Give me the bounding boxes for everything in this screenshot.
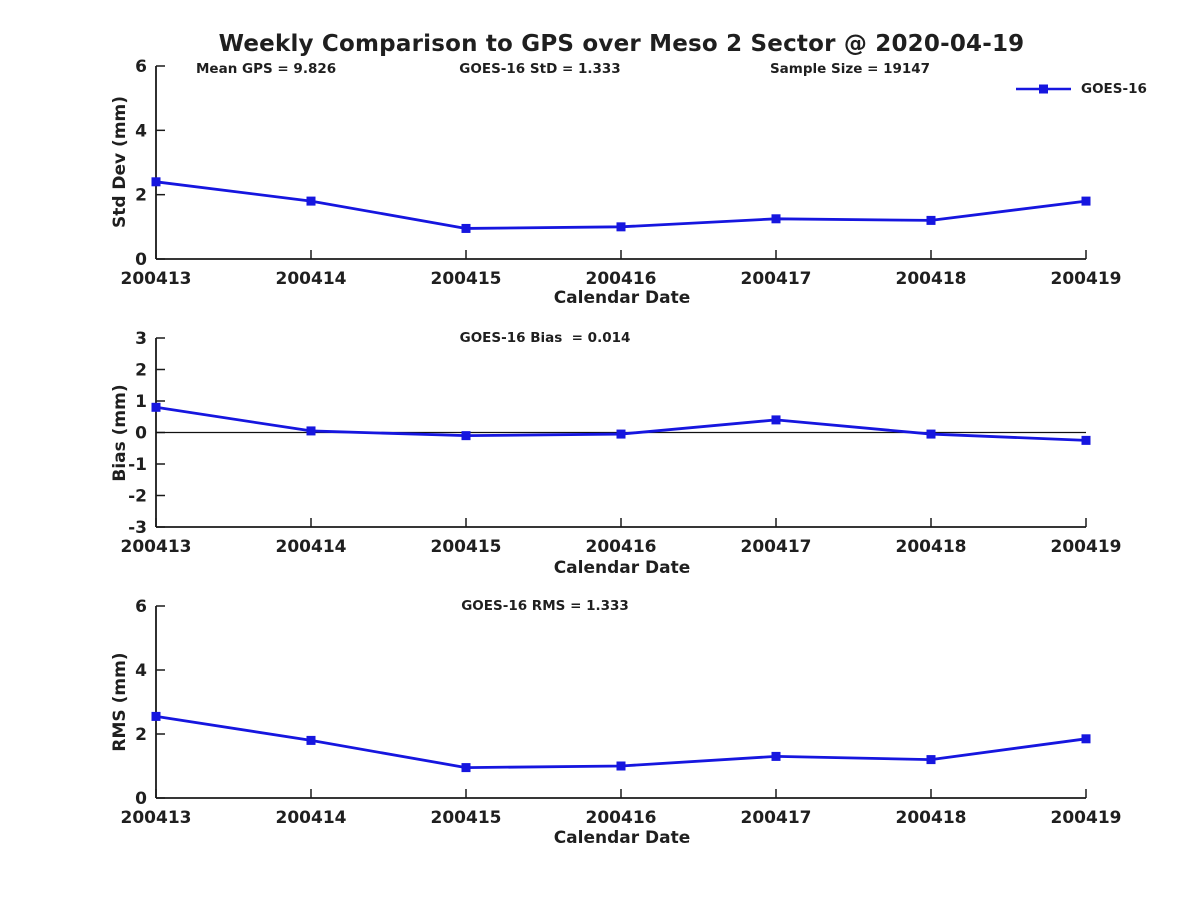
y-tick-label: 6: [135, 57, 147, 77]
y-tick-label: 2: [135, 186, 147, 206]
x-tick-label: 200413: [121, 537, 192, 557]
x-tick-label: 200419: [1051, 269, 1122, 289]
data-point-marker: [926, 429, 936, 439]
annotation-goes16-bias: GOES-16 Bias = 0.014: [459, 330, 631, 346]
y-tick-label: 3: [135, 329, 147, 349]
series-line-goes16: [155, 180, 1087, 230]
annotation-goes16-std: GOES-16 StD = 1.333: [459, 61, 621, 77]
y-tick-label: 0: [135, 250, 147, 270]
x-tick-label: 200416: [586, 808, 657, 828]
x-tick-label: 200414: [276, 808, 347, 828]
y-tick-label: 2: [135, 361, 147, 381]
x-tick-label: 200418: [896, 808, 967, 828]
x-tick-label: 200414: [276, 269, 347, 289]
data-point-marker: [616, 222, 626, 232]
annotation-sample-size: Sample Size = 19147: [769, 61, 931, 77]
data-point-marker: [306, 196, 316, 206]
x-tick-label: 200418: [896, 269, 967, 289]
data-point-marker: [926, 755, 936, 765]
data-point-marker: [616, 429, 626, 439]
subplot-std-dev: 0 2 4 6 200413 200414 200415 200416 200417 200418…: [121, 57, 1122, 289]
data-point-marker: [461, 763, 471, 773]
data-point-marker: [306, 735, 316, 745]
data-point-marker: [151, 177, 161, 187]
data-point-marker: [306, 426, 316, 436]
data-point-marker: [771, 214, 781, 224]
data-point-marker: [461, 431, 471, 441]
data-point-marker: [1081, 734, 1091, 744]
x-tick-label: 200416: [586, 269, 657, 289]
y-tick-label: 4: [135, 661, 147, 681]
series-line-goes16: [155, 715, 1087, 769]
xlabel-calendar-date-3: Calendar Date: [553, 828, 691, 848]
x-tick-label: 200419: [1051, 537, 1122, 557]
x-tick-label: 200416: [586, 537, 657, 557]
subplot-rms: 0 2 4 6 200413 200414 200415 200416 200417 200418…: [121, 597, 1122, 828]
x-tick-label: 200419: [1051, 808, 1122, 828]
y-tick-label: -1: [128, 455, 147, 475]
data-point-marker: [926, 215, 936, 225]
data-point-marker: [461, 223, 471, 233]
legend-marker-swatch: [1039, 84, 1048, 94]
data-point-marker: [771, 415, 781, 425]
figure-title: Weekly Comparison to GPS over Meso 2 Sec…: [218, 31, 1025, 57]
data-point-marker: [771, 751, 781, 761]
data-point-marker: [1081, 435, 1091, 445]
subplot-bias: -3 -2 -1 0 1 2 3 200413 200414 200415 200416 200417…: [121, 329, 1122, 557]
x-tick-label: 200414: [276, 537, 347, 557]
x-tick-label: 200418: [896, 537, 967, 557]
x-tick-label: 200413: [121, 808, 192, 828]
y-tick-label: 6: [135, 597, 147, 617]
x-tick-label: 200417: [741, 269, 812, 289]
x-tick-label: 200417: [741, 808, 812, 828]
xlabel-calendar-date-2: Calendar Date: [553, 558, 691, 578]
y-tick-label: -3: [128, 518, 147, 538]
y-tick-label: 0: [135, 789, 147, 809]
annotation-goes16-rms: GOES-16 RMS = 1.333: [461, 598, 629, 614]
x-tick-label: 200415: [431, 537, 502, 557]
y-tick-label: 0: [135, 424, 147, 444]
xlabel-calendar-date-1: Calendar Date: [553, 288, 691, 308]
data-point-marker: [151, 402, 161, 412]
legend-label-goes16: GOES-16: [1081, 81, 1147, 97]
x-tick-label: 200415: [431, 808, 502, 828]
y-tick-label: -2: [128, 487, 147, 507]
x-tick-label: 200413: [121, 269, 192, 289]
data-point-marker: [151, 711, 161, 721]
annotation-mean-gps: Mean GPS = 9.826: [196, 61, 337, 77]
y-tick-label: 4: [135, 121, 147, 141]
y-tick-label: 1: [135, 392, 147, 412]
data-point-marker: [616, 761, 626, 771]
x-tick-label: 200417: [741, 537, 812, 557]
data-point-marker: [1081, 196, 1091, 206]
x-tick-label: 200415: [431, 269, 502, 289]
y-tick-label: 2: [135, 725, 147, 745]
